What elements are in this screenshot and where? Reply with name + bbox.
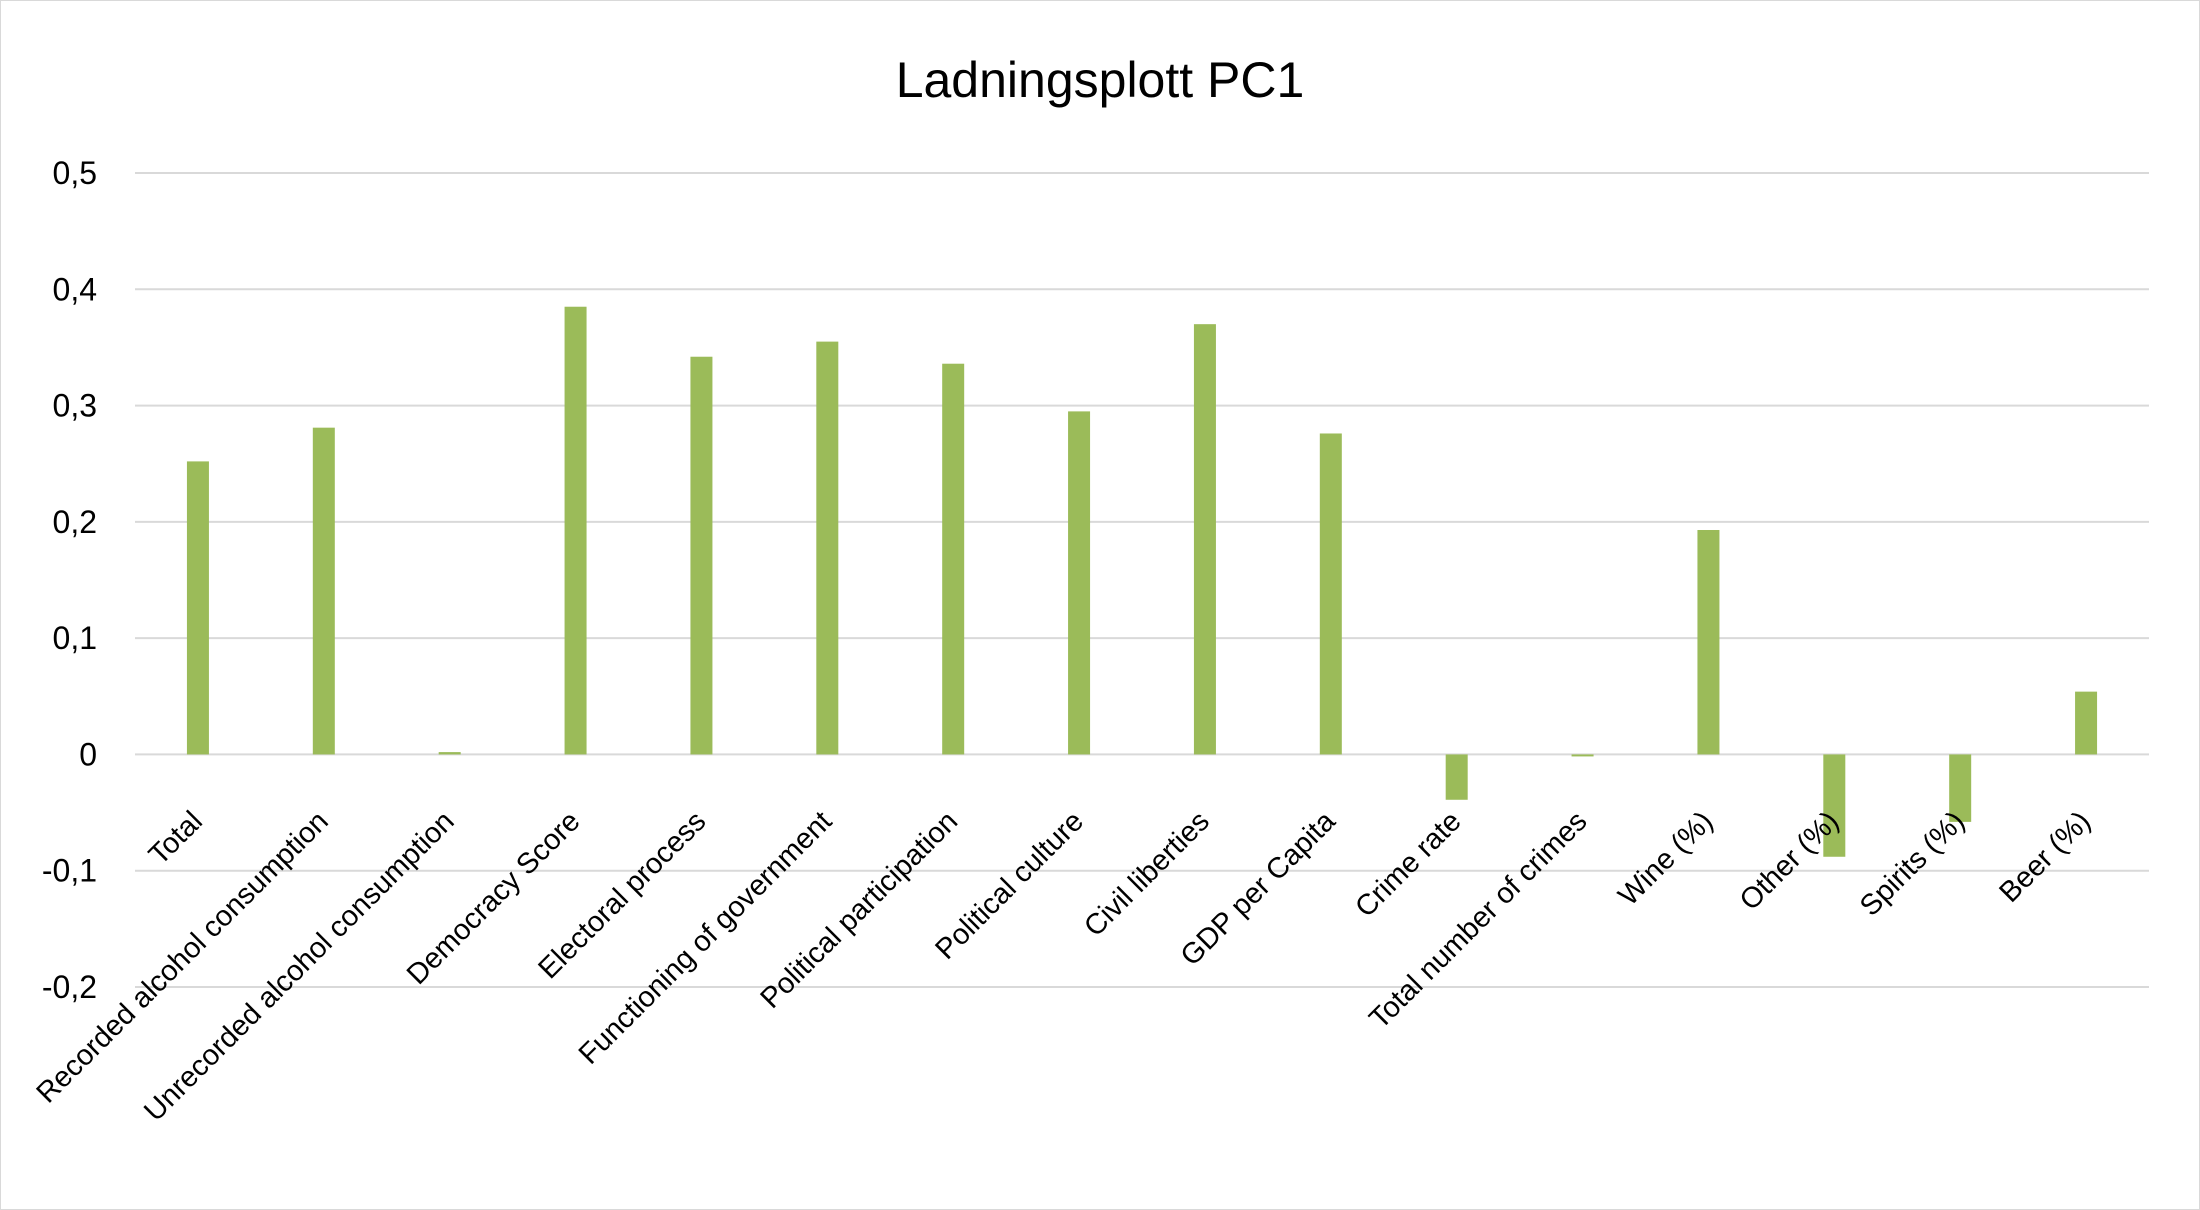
bar xyxy=(312,427,335,755)
x-tick-label: Crime rate xyxy=(1349,805,1467,923)
y-axis-tick-labels: -0,2 -0,1 0 0,1 0,2 0,3 0,4 0,5 xyxy=(42,155,97,1005)
x-tick-label: Spirits (%) xyxy=(1854,805,1971,922)
bar xyxy=(1949,754,1972,822)
bar xyxy=(942,363,965,755)
bar xyxy=(1445,754,1468,800)
y-tick-label: 0,5 xyxy=(53,155,97,191)
bar xyxy=(564,306,587,755)
x-tick-label: Beer (%) xyxy=(1993,805,2097,909)
y-tick-label: 0,4 xyxy=(53,271,97,307)
bar xyxy=(1068,411,1091,755)
bar xyxy=(1319,433,1342,755)
x-tick-label: Total xyxy=(143,805,209,871)
bar xyxy=(186,461,209,755)
y-tick-label: -0,1 xyxy=(42,853,97,889)
x-tick-label: Civil liberties xyxy=(1078,805,1216,943)
bar xyxy=(438,752,461,755)
y-tick-label: -0,2 xyxy=(42,969,97,1005)
bars xyxy=(186,306,2098,857)
bar xyxy=(2075,691,2098,755)
bar xyxy=(1823,754,1846,857)
bar xyxy=(1571,754,1594,757)
chart-title: Ladningsplott PC1 xyxy=(896,52,1305,108)
x-tick-label: Other (%) xyxy=(1734,805,1846,917)
gridlines xyxy=(135,172,2149,988)
y-tick-label: 0,1 xyxy=(53,620,97,656)
bar xyxy=(1697,529,1720,755)
y-tick-label: 0 xyxy=(79,736,97,772)
y-tick-label: 0,2 xyxy=(53,504,97,540)
bar xyxy=(690,356,713,755)
y-tick-label: 0,3 xyxy=(53,388,97,424)
bar xyxy=(816,341,839,755)
x-tick-label: Wine (%) xyxy=(1612,805,1719,912)
x-tick-label: Total number of crimes xyxy=(1363,805,1593,1035)
bar xyxy=(1193,324,1216,755)
x-tick-label: Functioning of government xyxy=(573,805,838,1070)
